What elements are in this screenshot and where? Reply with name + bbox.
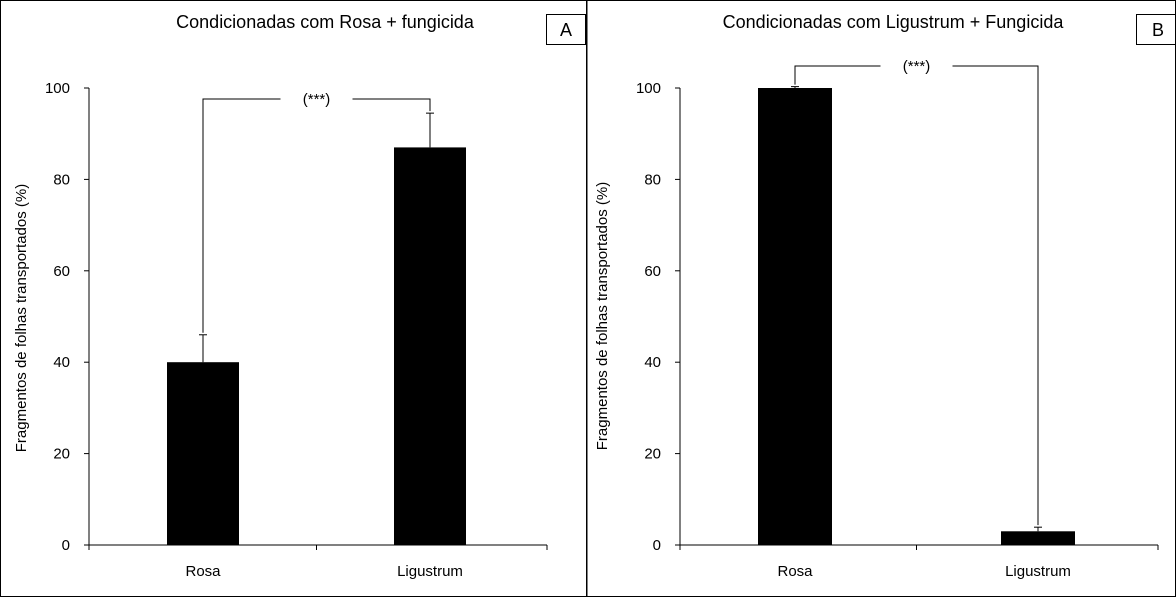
y-tick-label: 40 [53, 354, 70, 371]
panel-a-plot: 0 20 40 60 80 100 Rosa Ligustrum (***) [45, 80, 548, 580]
category-label: Ligustrum [1005, 563, 1071, 580]
panel-b-title: Condicionadas com Ligustrum + Fungicida [723, 12, 1065, 32]
panel-b-plot: 0 20 40 60 80 100 Rosa Ligustrum (***) [636, 58, 1159, 580]
significance-bracket-left [794, 65, 881, 85]
y-tick-label: 0 [62, 537, 70, 554]
significance-bracket-right [352, 98, 431, 112]
significance-bracket-left [202, 98, 281, 333]
significance-label: (***) [903, 58, 931, 75]
panel-b-border [586, 0, 1176, 597]
significance-label: (***) [303, 91, 331, 108]
category-label: Ligustrum [397, 563, 463, 580]
y-tick-label: 20 [53, 446, 70, 463]
panel-b: Condicionadas com Ligustrum + Fungicida … [586, 0, 1176, 597]
y-tick-label: 60 [644, 263, 661, 280]
panel-a-badge-box [546, 14, 586, 45]
panel-a: Condicionadas com Rosa + fungicida A Fra… [0, 0, 587, 597]
y-tick-label: 80 [53, 171, 70, 188]
panel-a-title: Condicionadas com Rosa + fungicida [176, 12, 475, 32]
panel-a-border [0, 0, 587, 597]
panel-a-badge: A [560, 20, 572, 40]
bar [167, 362, 239, 545]
bar [394, 147, 466, 545]
y-tick-label: 0 [653, 537, 661, 554]
y-tick-label: 40 [644, 354, 661, 371]
panel-b-badge: B [1152, 20, 1164, 40]
y-tick-label: 60 [53, 263, 70, 280]
panel-b-ylabel: Fragmentos de folhas transportados (%) [594, 182, 611, 450]
significance-bracket-right [952, 65, 1039, 526]
y-tick-label: 100 [636, 80, 661, 97]
panel-a-ylabel: Fragmentos de folhas transportados (%) [13, 184, 30, 452]
category-label: Rosa [777, 563, 813, 580]
y-tick-label: 80 [644, 171, 661, 188]
bar [1001, 531, 1075, 545]
y-tick-label: 20 [644, 446, 661, 463]
bar [758, 88, 832, 545]
category-label: Rosa [185, 563, 221, 580]
y-tick-label: 100 [45, 80, 70, 97]
